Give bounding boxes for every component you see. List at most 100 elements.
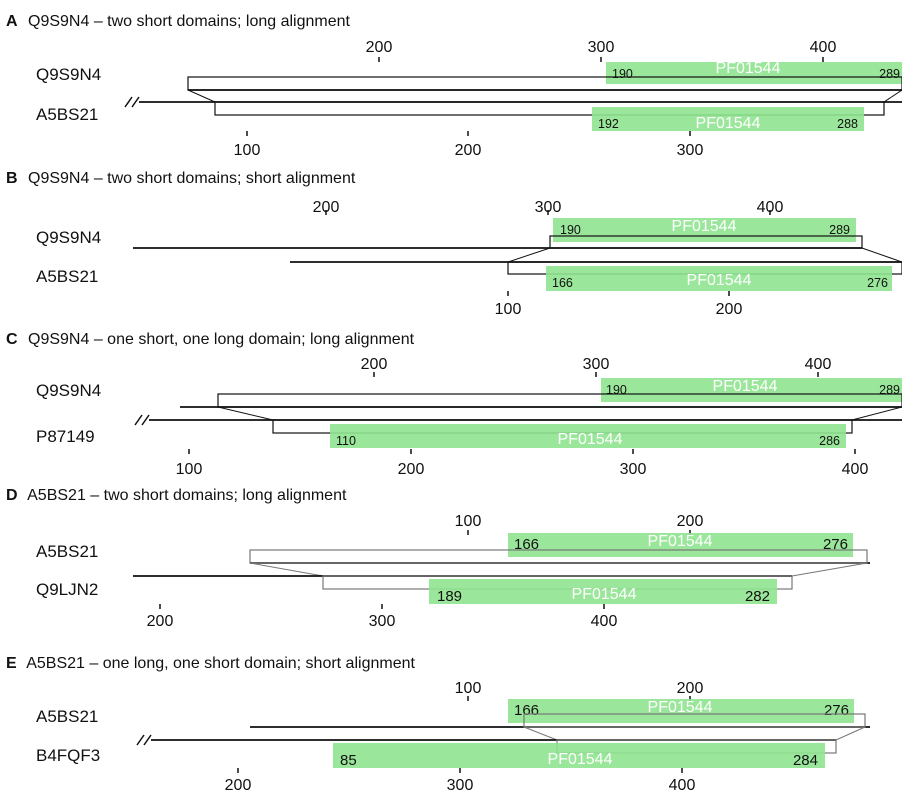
panel-letter: E: [6, 655, 17, 672]
domain-name: PF01544: [713, 378, 778, 395]
domain-end: 288: [837, 117, 858, 131]
alignment-connector: [851, 406, 902, 421]
top-ruler: 100 200: [455, 513, 704, 535]
tick-label: 300: [583, 356, 610, 373]
bottom-ruler: 200 300 400: [147, 604, 618, 630]
bottom-domain-box: [592, 107, 864, 131]
domain-start: 166: [552, 276, 573, 290]
top-sequence-label: Q9S9N4: [36, 65, 101, 84]
domain-end: 276: [824, 702, 849, 719]
tick-label: 200: [677, 513, 704, 530]
domain-end: 286: [819, 434, 840, 448]
bottom-sequence-label: Q9LJN2: [36, 580, 98, 599]
break-mark-icon: [124, 96, 140, 108]
top-aligned-region: [187, 76, 902, 91]
alignment-connector: [523, 726, 558, 741]
tick-label: 100: [455, 680, 482, 697]
tick-label: 300: [447, 777, 474, 793]
domain-end: 282: [745, 588, 770, 605]
bottom-domain-box: [546, 266, 892, 291]
domain-end: 289: [829, 223, 850, 237]
domain-name: PF01544: [672, 218, 737, 235]
top-ruler: 200 300 400: [361, 356, 832, 377]
panel-b: B Q9S9N4 – two short domains; short alig…: [6, 170, 902, 318]
alignment-connector: [861, 247, 902, 263]
tick-label: 400: [757, 199, 784, 216]
bottom-ruler: 100 200 300: [234, 131, 704, 159]
top-domain-box: [601, 378, 902, 402]
alignment-connector: [187, 89, 216, 103]
tick-label: 200: [313, 199, 340, 216]
svg-text:D A5BS21 – two short dom: D A5BS21 – two short domains; long align…: [6, 487, 347, 504]
top-aligned-region: [249, 549, 868, 564]
tick-label: 100: [495, 301, 522, 318]
panel-letter: C: [6, 331, 18, 348]
domain-end: 276: [867, 276, 888, 290]
alignment-connector: [883, 89, 902, 103]
domain-start: 85: [340, 752, 357, 769]
tick-label: 100: [234, 142, 261, 159]
bottom-ruler: 100 200: [495, 291, 742, 318]
domain-name: PF01544: [716, 60, 781, 77]
top-sequence-label: Q9S9N4: [36, 381, 101, 400]
domain-start: 166: [514, 536, 539, 553]
tick-label: 400: [805, 356, 832, 373]
domain-end: 289: [879, 67, 900, 81]
svg-text:B Q9S9N4 – two short dom: B Q9S9N4 – two short domains; short alig…: [6, 170, 356, 187]
top-ruler: 200 300 400: [313, 199, 784, 216]
alignment-connector: [791, 562, 868, 577]
panel-title: Q9S9N4 – two short domains; short alignm…: [28, 170, 356, 187]
panel-letter: D: [6, 487, 18, 504]
top-domain-box: [508, 533, 853, 557]
panel-e: E A5BS21 – one long, one short domain; s…: [6, 655, 870, 793]
panel-letter: B: [6, 170, 18, 187]
bottom-sequence-label: P87149: [36, 427, 95, 446]
svg-text:E A5BS21 – one long, one: E A5BS21 – one long, one short domain; s…: [6, 655, 415, 672]
domain-end: 284: [793, 752, 818, 769]
bottom-aligned-region: [214, 101, 885, 116]
tick-label: 200: [225, 777, 252, 793]
panel-letter: A: [6, 13, 18, 30]
tick-label: 100: [455, 513, 482, 530]
tick-label: 200: [455, 142, 482, 159]
domain-start: 190: [560, 223, 581, 237]
bottom-domain-box: [429, 579, 777, 604]
break-mark-icon: [134, 414, 150, 426]
panel-c: C Q9S9N4 – one short, one long domain; l…: [6, 331, 902, 478]
domain-name: PF01544: [696, 115, 761, 132]
top-aligned-region: [523, 713, 866, 728]
top-domain-box: [606, 62, 902, 84]
domain-start: 110: [336, 434, 356, 448]
tick-label: 400: [669, 777, 696, 793]
tick-label: 300: [588, 39, 615, 56]
tick-label: 200: [398, 461, 425, 478]
domain-name: PF01544: [687, 272, 752, 289]
break-mark-icon: [136, 734, 152, 746]
bottom-sequence-label: A5BS21: [36, 105, 98, 124]
domain-start: 190: [612, 67, 633, 81]
panel-title: A5BS21 – one long, one short domain; sho…: [26, 655, 415, 672]
domain-start: 189: [437, 588, 462, 605]
top-aligned-region: [549, 235, 863, 249]
tick-label: 300: [535, 199, 562, 216]
tick-label: 200: [361, 356, 388, 373]
domain-name: PF01544: [548, 751, 613, 768]
domain-start: 166: [514, 702, 539, 719]
top-sequence-label: A5BS21: [36, 707, 98, 726]
tick-label: 400: [810, 39, 837, 56]
bottom-domain-box: [330, 424, 846, 448]
panel-title: Q9S9N4 – two short domains; long alignme…: [28, 13, 351, 30]
tick-label: 400: [842, 461, 869, 478]
tick-label: 400: [591, 613, 618, 630]
bottom-ruler: 200 300 400: [225, 768, 696, 793]
domain-name: PF01544: [648, 699, 713, 716]
bottom-sequence-label: A5BS21: [36, 267, 98, 286]
top-domain-box: [508, 699, 854, 723]
alignment-connector: [835, 726, 866, 741]
tick-label: 200: [677, 680, 704, 697]
top-ruler: 100 200: [455, 680, 704, 701]
panel-title: A5BS21 – two short domains; long alignme…: [27, 487, 347, 504]
alignment-connector: [507, 247, 551, 263]
alignment-connector: [249, 562, 324, 577]
tick-label: 300: [677, 142, 704, 159]
